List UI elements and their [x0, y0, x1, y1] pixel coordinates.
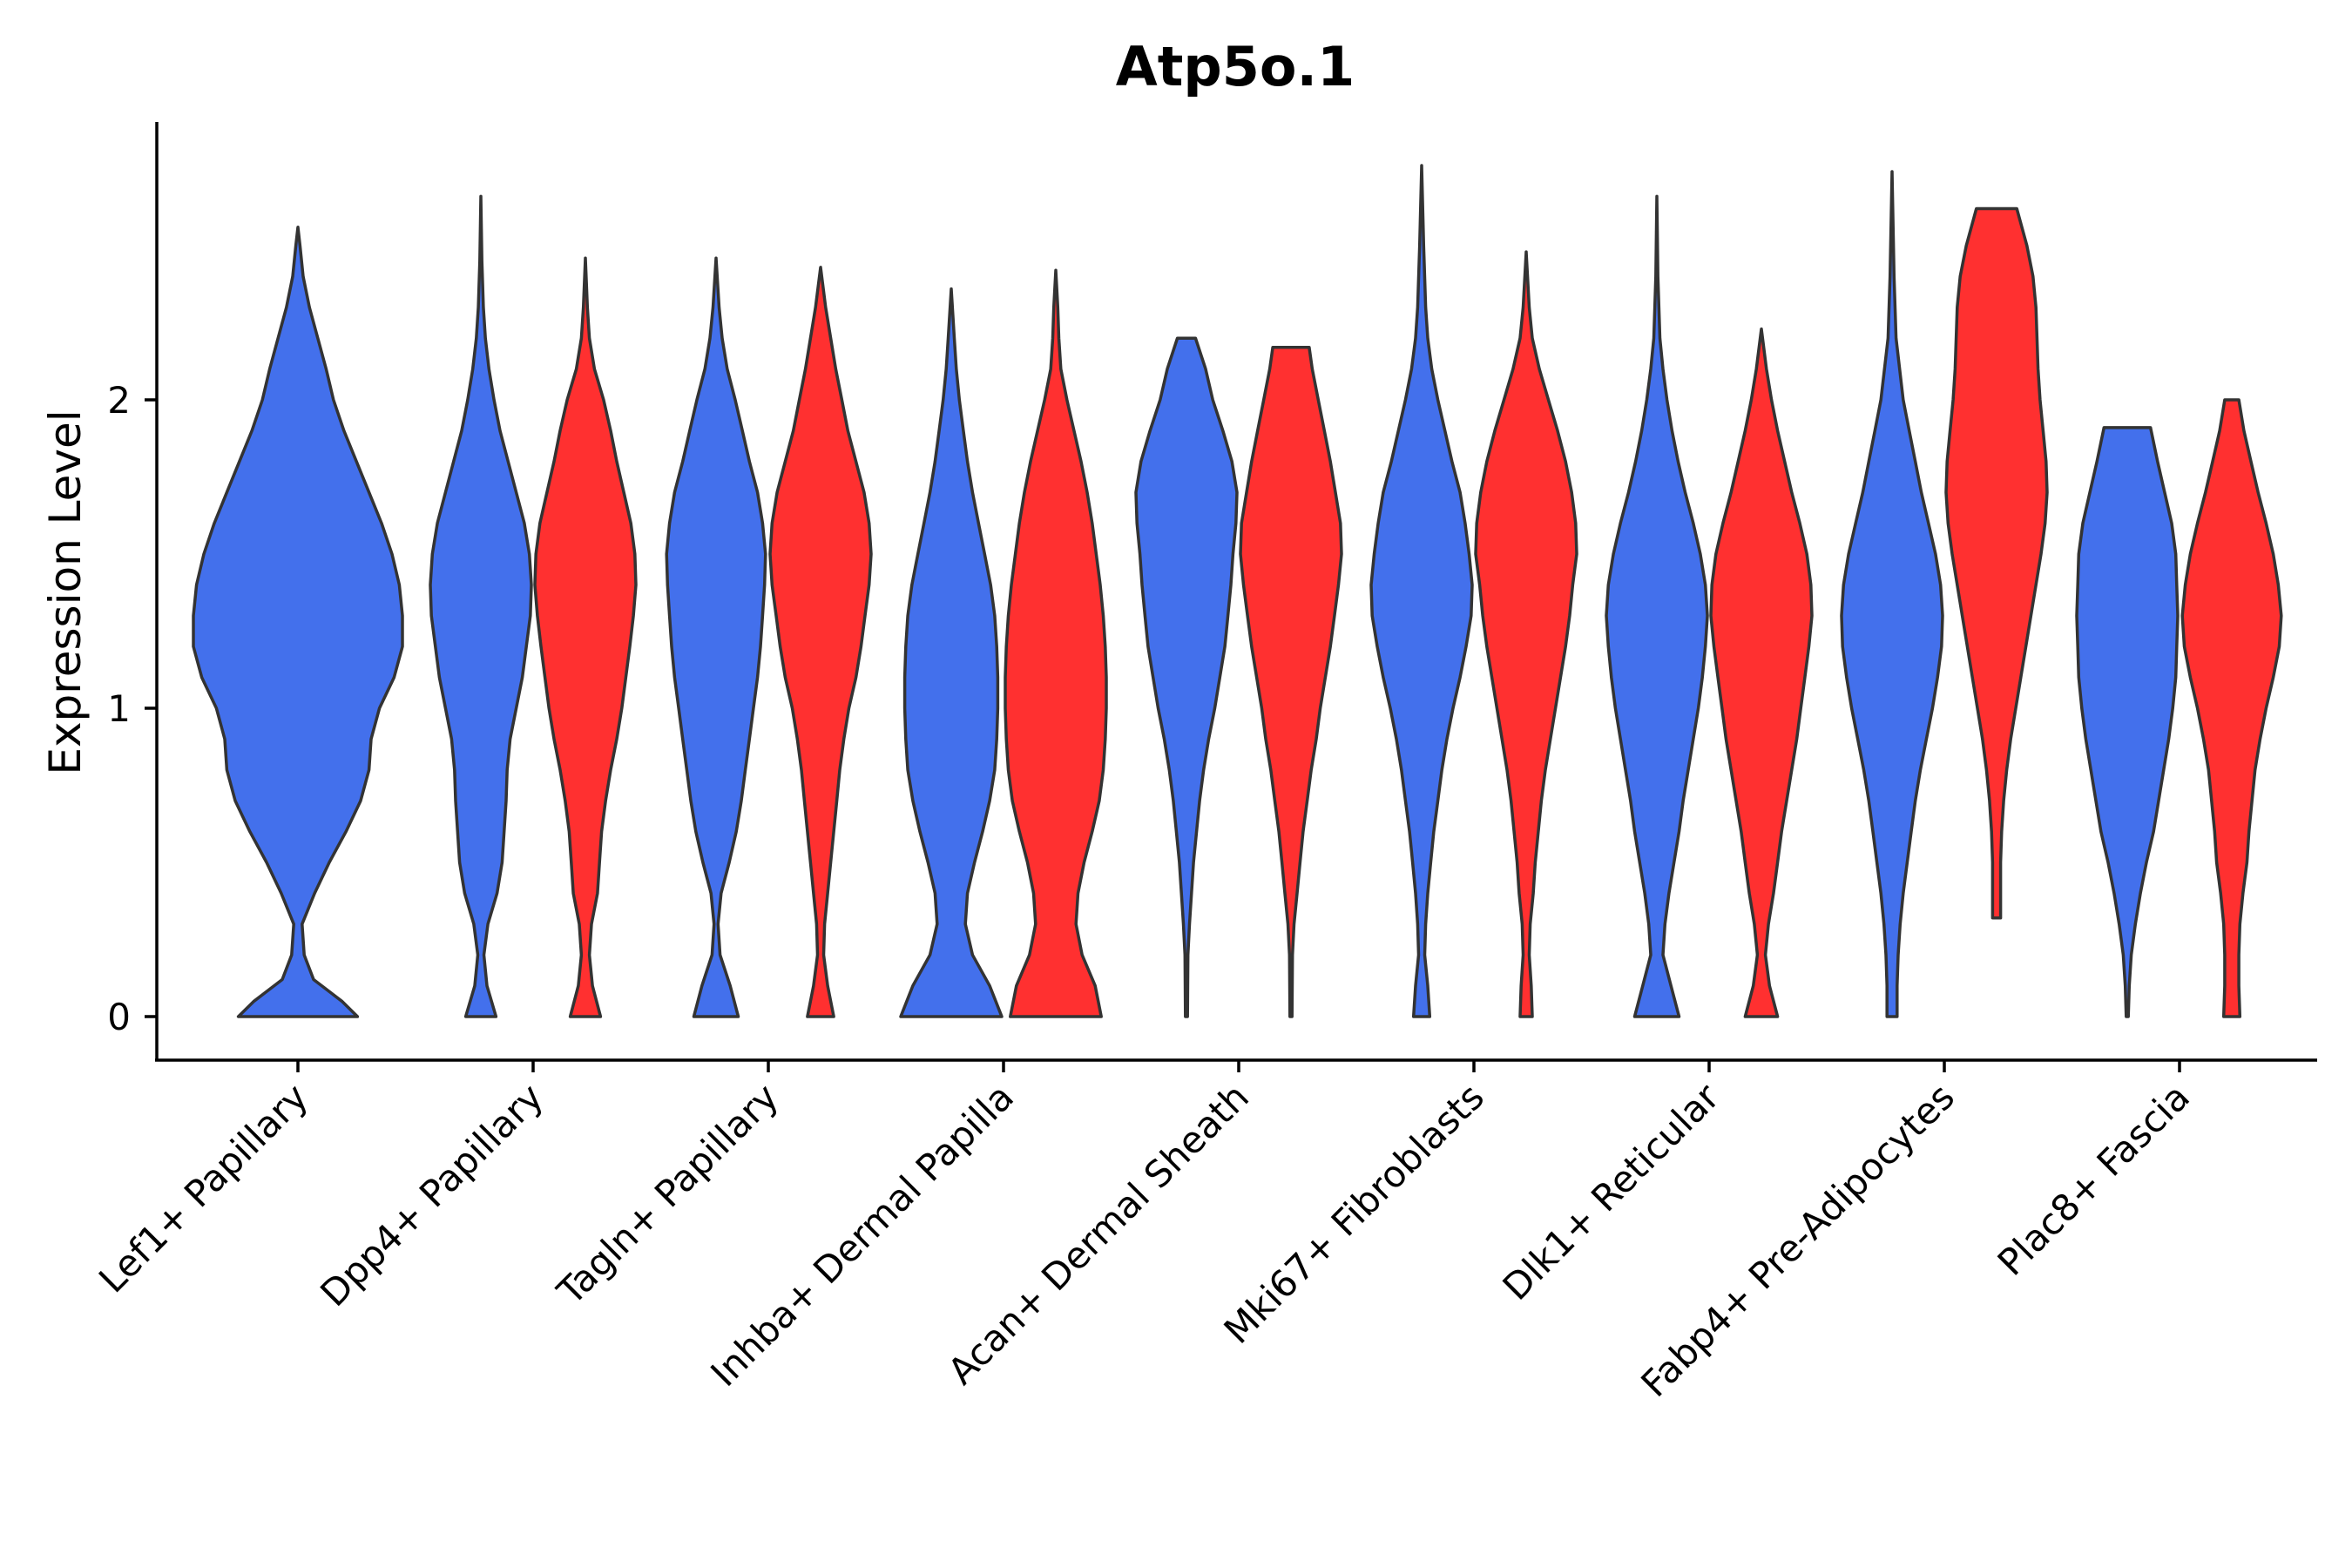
violin-fabp4-pre-adipocytes-a: [1840, 170, 1944, 1018]
violin-inhba-dermal-papilla-a: [899, 287, 1004, 1018]
y-axis-label: Expression Level: [40, 409, 91, 774]
violin-fabp4-pre-adipocytes-b: [1944, 206, 2049, 920]
chart-title: Atp5o.1: [1116, 35, 1355, 98]
axes: [155, 122, 2317, 1062]
y-tick-label: 2: [107, 379, 131, 422]
y-ticks: 0 1 2: [107, 379, 157, 1038]
y-tick-label: 1: [107, 687, 131, 730]
violin-mki67-fibroblasts-b: [1474, 250, 1578, 1018]
violin-mki67-fibroblasts-a: [1369, 164, 1474, 1018]
violin-plac8-fascia-a: [2075, 426, 2180, 1018]
violin-lef1-papillary-a: [192, 226, 404, 1018]
violin-layer: [192, 164, 2283, 1018]
violin-dpp4-papillary-b: [533, 256, 638, 1018]
violin-acan-dermal-sheath-a: [1134, 336, 1239, 1018]
y-tick-label: 0: [107, 996, 131, 1038]
violin-tagln-papillary-a: [665, 256, 767, 1018]
violin-acan-dermal-sheath-b: [1239, 346, 1343, 1018]
violin-plac8-fascia-b: [2180, 398, 2283, 1018]
violin-tagln-papillary-b: [768, 266, 873, 1018]
violin-dlk1-reticular-b: [1709, 327, 1814, 1018]
violin-dpp4-papillary-a: [429, 194, 533, 1018]
violin-inhba-dermal-papilla-b: [1004, 268, 1108, 1018]
violin-dlk1-reticular-a: [1605, 194, 1709, 1018]
